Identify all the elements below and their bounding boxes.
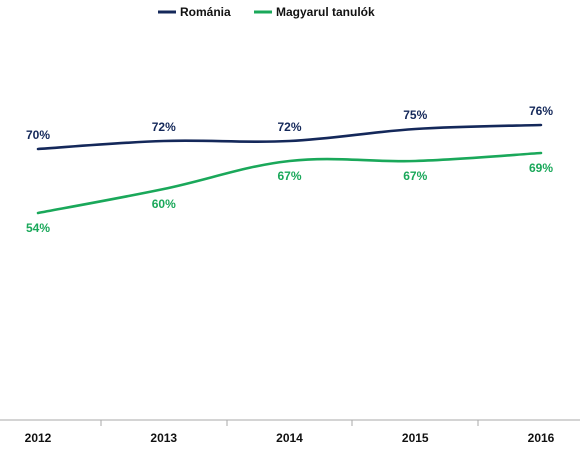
data-label-s0-4: 76%: [529, 104, 553, 118]
data-label-s1-0: 54%: [26, 221, 50, 235]
data-labels: 70% 72% 72% 75% 76% 54% 60% 67% 67% 69%: [26, 104, 553, 235]
series-line-1: [36, 151, 543, 215]
data-label-s0-2: 72%: [277, 120, 301, 134]
x-axis: 2012 2013 2014 2015 2016: [0, 419, 580, 445]
x-tick-label: 2012: [25, 431, 52, 445]
series-lines: [36, 123, 543, 215]
data-label-s0-3: 75%: [403, 108, 427, 122]
data-label-s0-1: 72%: [152, 120, 176, 134]
x-tick-label: 2015: [402, 431, 429, 445]
data-label-s1-1: 60%: [152, 197, 176, 211]
x-tick-label: 2014: [276, 431, 303, 445]
data-label-s1-2: 67%: [277, 169, 301, 183]
series-line-0: [36, 123, 543, 151]
legend-label-0: Románia: [180, 5, 231, 19]
legend-label-1: Magyarul tanulók: [276, 5, 375, 19]
data-label-s1-3: 67%: [403, 169, 427, 183]
x-tick-label: 2016: [528, 431, 555, 445]
data-label-s1-4: 69%: [529, 161, 553, 175]
legend: Románia Magyarul tanulók: [158, 5, 375, 19]
data-label-s0-0: 70%: [26, 128, 50, 142]
x-tick-label: 2013: [150, 431, 177, 445]
